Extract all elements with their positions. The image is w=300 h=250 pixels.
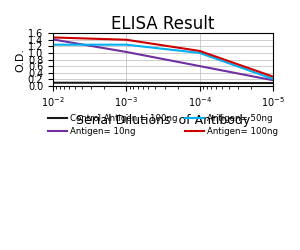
Control Antigen = 100ng [51,81,55,84]
Control Antigen = 100ng [271,82,275,84]
Y-axis label: O.D.: O.D. [15,48,25,72]
Antigen= 50ng [271,78,275,80]
Antigen= 50ng [124,43,128,46]
Antigen= 100ng [51,36,55,39]
Antigen= 10ng [124,50,128,53]
Control Antigen = 100ng [198,82,201,84]
Line: Antigen= 100ng: Antigen= 100ng [53,38,273,77]
Line: Antigen= 10ng: Antigen= 10ng [53,40,273,80]
X-axis label: Serial Dilutions  of Antibody: Serial Dilutions of Antibody [76,114,250,126]
Control Antigen = 100ng [124,81,128,84]
Antigen= 100ng [198,50,201,52]
Title: ELISA Result: ELISA Result [111,15,214,33]
Line: Antigen= 50ng: Antigen= 50ng [53,45,273,79]
Antigen= 100ng [124,38,128,41]
Legend: Control Antigen = 100ng, Antigen= 10ng, Antigen= 50ng, Antigen= 100ng: Control Antigen = 100ng, Antigen= 10ng, … [44,110,281,139]
Antigen= 50ng [51,43,55,46]
Antigen= 10ng [271,79,275,82]
Antigen= 100ng [271,75,275,78]
Antigen= 10ng [198,64,201,68]
Antigen= 50ng [198,52,201,54]
Antigen= 10ng [51,38,55,41]
